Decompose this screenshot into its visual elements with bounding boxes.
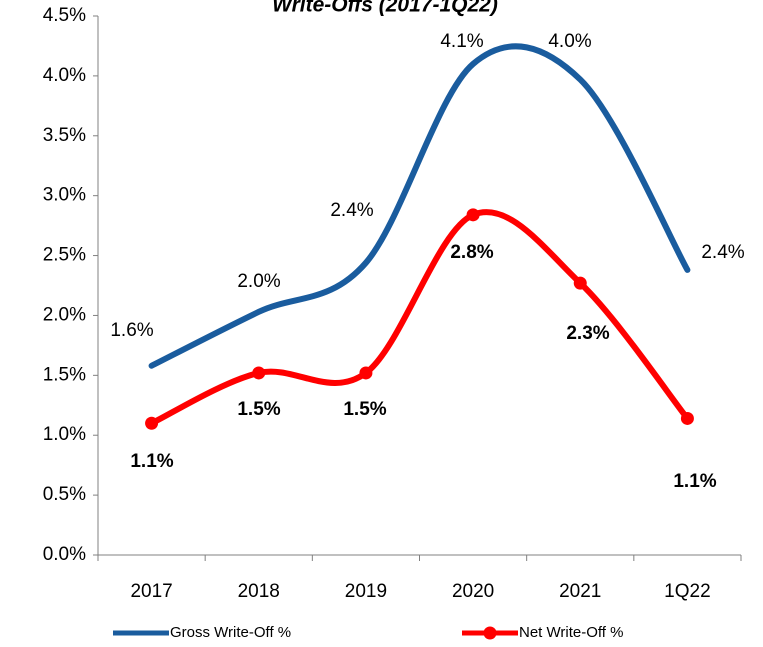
y-tick-label: 0.5% (43, 484, 86, 505)
x-tick-label: 2018 (238, 581, 280, 602)
y-tick-label: 4.5% (43, 5, 86, 26)
point-marker (145, 416, 159, 430)
x-tick-label: 1Q22 (664, 581, 710, 602)
data-label: 1.5% (343, 399, 386, 420)
series-line (148, 43, 691, 369)
y-tick-label: 1.5% (43, 364, 86, 385)
data-label: 1.5% (237, 399, 280, 420)
data-label: 2.3% (566, 323, 609, 344)
legend-marker (483, 626, 497, 640)
data-label: 2.0% (237, 271, 280, 292)
x-tick-label: 2020 (452, 581, 494, 602)
x-tick-label: 2017 (130, 581, 172, 602)
point-marker (252, 366, 266, 380)
data-label: 1.6% (110, 320, 153, 341)
point-marker (466, 208, 480, 222)
data-label: 1.1% (130, 451, 173, 472)
chart-title: Write-Offs (2017-1Q22) (272, 0, 498, 17)
point-marker (359, 366, 373, 380)
series-line (148, 209, 691, 427)
legend-label: Net Write-Off % (519, 624, 623, 641)
point-marker (680, 411, 694, 425)
point-marker (573, 276, 587, 290)
y-tick-label: 4.0% (43, 65, 86, 86)
data-label: 2.8% (450, 242, 493, 263)
y-tick-label: 1.0% (43, 424, 86, 445)
legend-label: Gross Write-Off % (170, 624, 291, 641)
y-tick-label: 2.0% (43, 304, 86, 325)
data-label: 1.1% (673, 471, 716, 492)
data-label: 4.0% (548, 31, 591, 52)
y-tick-label: 3.5% (43, 125, 86, 146)
data-label: 2.4% (330, 200, 373, 221)
y-tick-label: 2.5% (43, 245, 86, 266)
x-tick-label: 2019 (345, 581, 387, 602)
y-tick-label: 0.0% (43, 544, 86, 565)
x-tick-label: 2021 (559, 581, 601, 602)
data-label: 4.1% (440, 31, 483, 52)
y-tick-label: 3.0% (43, 185, 86, 206)
data-label: 2.4% (701, 242, 744, 263)
